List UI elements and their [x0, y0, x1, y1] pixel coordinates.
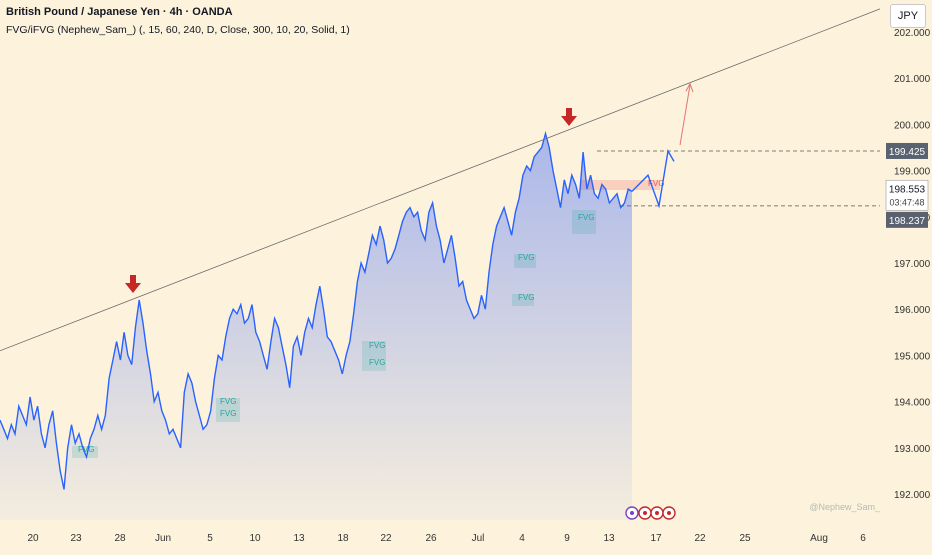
x-tick-label: 9: [564, 533, 570, 544]
svg-text:199.425: 199.425: [889, 147, 926, 158]
fvg-label: FVG: [578, 213, 594, 222]
svg-text:03:47:48: 03:47:48: [889, 197, 924, 207]
y-tick-label: 197.000: [894, 259, 931, 270]
x-tick-label: 17: [650, 533, 662, 544]
x-tick-label: Jul: [472, 533, 485, 544]
level-price-tag: 198.237: [886, 211, 928, 228]
y-tick-label: 194.000: [894, 398, 931, 409]
fvg-label: FVG: [369, 341, 385, 350]
event-icon[interactable]: [625, 506, 639, 520]
ifvg-zone: [580, 180, 660, 190]
y-tick-label: 196.000: [894, 305, 931, 316]
event-icon[interactable]: [638, 506, 652, 520]
y-tick-label: 195.000: [894, 351, 931, 362]
y-tick-label: 200.000: [894, 120, 931, 131]
x-tick-label: Aug: [810, 533, 828, 544]
projection-arrow: [679, 85, 691, 146]
x-tick-label: 28: [114, 533, 126, 544]
x-tick-label: Jun: [155, 533, 171, 544]
x-tick-label: 22: [694, 533, 706, 544]
x-tick-label: 5: [207, 533, 213, 544]
peak-marker-jul: [561, 108, 577, 126]
area-fill: [0, 133, 632, 520]
fvg-zone: [216, 398, 240, 422]
ifvg-label: FVG: [648, 179, 664, 188]
x-tick-label: 26: [425, 533, 437, 544]
y-tick-label: 202.000: [894, 28, 931, 39]
y-tick-label: 193.000: [894, 444, 931, 455]
fvg-zone: [512, 294, 534, 306]
x-tick-label: 20: [27, 533, 39, 544]
svg-text:198.237: 198.237: [889, 216, 926, 227]
chart-title: British Pound / Japanese Yen · 4h · OAND…: [6, 6, 233, 18]
fvg-label: FVG: [518, 293, 534, 302]
trendline: [0, 8, 881, 352]
svg-text:198.553: 198.553: [889, 184, 926, 195]
x-tick-label: 23: [70, 533, 82, 544]
event-icon[interactable]: [650, 506, 664, 520]
x-tick-label: 4: [519, 533, 525, 544]
fvg-zone: [514, 254, 536, 268]
fvg-label: FVG: [518, 253, 534, 262]
author-watermark: @Nephew_Sam_: [809, 502, 880, 512]
price-line: [0, 130, 633, 490]
x-tick-label: 13: [603, 533, 615, 544]
x-tick-label: 18: [337, 533, 349, 544]
projection-arrow-head: [685, 82, 694, 93]
x-tick-label: 22: [380, 533, 392, 544]
indicator-legend[interactable]: FVG/iFVG (Nephew_Sam_) (, 15, 60, 240, D…: [6, 24, 350, 36]
currency-button[interactable]: JPY: [890, 4, 926, 28]
projection-path: [631, 148, 675, 209]
x-tick-label: 6: [860, 533, 866, 544]
last-price-tag: 199.425: [886, 142, 928, 159]
event-icon[interactable]: [662, 506, 676, 520]
y-tick-label: 199.000: [894, 167, 931, 178]
y-tick-label: 192.000: [894, 490, 931, 501]
fvg-label: FVG: [220, 409, 236, 418]
x-tick-label: 10: [249, 533, 261, 544]
peak-marker-may: [125, 275, 141, 293]
x-tick-label: 25: [739, 533, 751, 544]
x-tick-label: 13: [293, 533, 305, 544]
current-price-tag: 198.553 03:47:48: [885, 179, 929, 211]
fvg-zone: [572, 210, 596, 234]
fvg-label: FVG: [78, 445, 94, 454]
fvg-label: FVG: [220, 397, 236, 406]
y-tick-label: 201.000: [894, 74, 931, 85]
fvg-zone: [362, 341, 386, 371]
fvg-label: FVG: [369, 358, 385, 367]
